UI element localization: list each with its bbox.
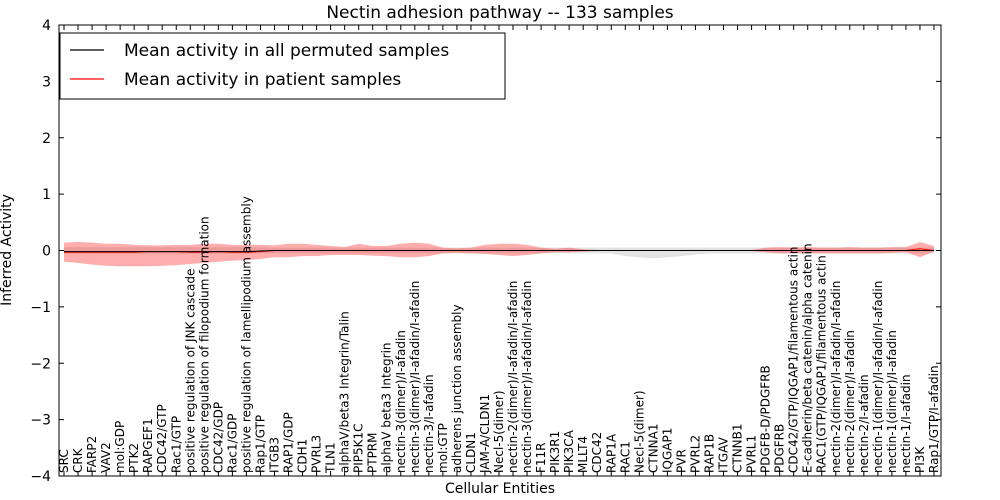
y-tick-label: −1 bbox=[30, 300, 51, 316]
x-tick-label: Rap1/GTP/I-afadin bbox=[927, 365, 941, 473]
x-tick-label: ITGB3 bbox=[267, 437, 281, 473]
x-tick-label: Necl-5(dimer) bbox=[492, 390, 506, 473]
x-tick-label: mol:GTP bbox=[436, 423, 450, 473]
x-tick-label: nectin-2(dimer)/I-afadin bbox=[843, 330, 857, 473]
x-tick-label: JAM-A/CLDN1 bbox=[478, 394, 492, 474]
x-tick-label: F11R bbox=[534, 442, 548, 473]
x-tick-label: PVR bbox=[674, 449, 688, 473]
x-tick-label: nectin-1(dimer)/I-afadin bbox=[885, 330, 899, 473]
x-tick-label: TLN1 bbox=[324, 442, 338, 474]
x-tick-label: IQGAP1 bbox=[660, 428, 674, 473]
band-permuted bbox=[64, 247, 934, 259]
x-tick-label: nectin-3(dimer)/I-afadin/I-afadin bbox=[520, 281, 534, 473]
x-tick-label: CDC42/GTP/IQGAP1/filamentous actin bbox=[787, 247, 801, 473]
x-tick-label: PVRL1 bbox=[745, 435, 759, 473]
x-tick-label: nectin-1(dimer)/I-afadin/I-afadin bbox=[871, 281, 885, 473]
x-tick-label: nectin-3/I-afadin bbox=[422, 374, 436, 473]
band-patient bbox=[64, 242, 934, 267]
legend: Mean activity in all permuted samples Me… bbox=[59, 32, 506, 100]
x-tick-label: nectin-1/I-afadin bbox=[899, 374, 913, 473]
x-tick-label: nectin-3(dimer)/I-afadin/I-afadin bbox=[408, 281, 422, 473]
y-tick-label: −3 bbox=[30, 413, 51, 429]
x-tick-label: mol:GDP bbox=[113, 421, 127, 473]
x-tick-label: nectin-2(dimer)/I-afadin/I-afadin bbox=[829, 281, 843, 473]
y-tick-label: 1 bbox=[42, 187, 51, 203]
x-axis: SRC CRK FARP2 VAV2 mol:GDP PTK2 RAPGEF1 CDC42/G… bbox=[57, 25, 941, 476]
x-tick-label: PDGFB-D/PDGFRB bbox=[759, 365, 773, 473]
x-tick-label: RAC1 bbox=[618, 441, 632, 473]
x-tick-label: positive regulation of lamellipodium ass… bbox=[239, 196, 253, 473]
x-tick-label: PIK3R1 bbox=[548, 431, 562, 473]
x-tick-label: CLDN1 bbox=[464, 432, 478, 473]
x-tick-label: CDH1 bbox=[296, 439, 310, 473]
x-tick-label: E-cadherin/beta catenin/alpha catenin bbox=[801, 243, 815, 473]
x-tick-label: RAP1/GDP bbox=[282, 412, 296, 473]
series-lines bbox=[64, 248, 935, 253]
x-tick-label: CRK bbox=[71, 447, 85, 473]
y-tick-label: −4 bbox=[30, 469, 51, 485]
x-tick-label: PTK2 bbox=[127, 443, 141, 473]
x-tick-label: alphaV beta3 Integrin bbox=[380, 342, 394, 473]
x-tick-label: PIK3CA bbox=[562, 429, 576, 473]
series-line-permuted bbox=[64, 250, 934, 253]
x-tick-label: alphaV/beta3 Integrin/Talin bbox=[338, 311, 352, 473]
y-axis-title: Inferred Activity bbox=[0, 194, 15, 306]
y-tick-label: −2 bbox=[30, 356, 51, 372]
y-axis: −4 −3 −2 −1 0 1 2 3 4 bbox=[30, 18, 941, 485]
x-tick-label: PI3K bbox=[913, 446, 927, 473]
x-tick-label: CDC42/GTP bbox=[155, 404, 169, 473]
legend-box bbox=[59, 32, 506, 100]
x-tick-label: CDC42/GDP bbox=[211, 402, 225, 473]
confidence-bands bbox=[64, 242, 934, 267]
y-tick-label: 0 bbox=[42, 244, 51, 260]
x-axis-title: Cellular Entities bbox=[445, 481, 555, 497]
x-tick-label: FARP2 bbox=[85, 436, 99, 473]
x-tick-label: Rap1/GTP bbox=[253, 415, 267, 473]
x-tick-label: nectin-2(dimer)/I-afadin/I-afadin bbox=[506, 281, 520, 473]
x-tick-label: RAPGEF1 bbox=[141, 418, 155, 473]
x-tick-label: VAV2 bbox=[99, 442, 113, 473]
legend-label-permuted: Mean activity in all permuted samples bbox=[124, 41, 449, 61]
x-tick-label: PIP5K1C bbox=[352, 423, 366, 473]
x-tick-label: nectin-3(dimer)/I-afadin bbox=[394, 330, 408, 473]
x-tick-label: Necl-5(dimer) bbox=[632, 390, 646, 473]
legend-label-patient: Mean activity in patient samples bbox=[124, 70, 401, 90]
x-tick-label: SRC bbox=[57, 449, 71, 473]
x-tick-label: positive regulation of filopodium format… bbox=[197, 216, 211, 473]
x-tick-label: RAP1B bbox=[702, 434, 716, 473]
y-tick-label: 2 bbox=[42, 131, 51, 147]
x-tick-label: CDC42 bbox=[590, 432, 604, 473]
chart-title: Nectin adhesion pathway -- 133 samples bbox=[326, 3, 673, 23]
x-tick-label: adherens junction assembly bbox=[450, 304, 464, 473]
x-tick-label: PVRL3 bbox=[310, 435, 324, 473]
x-tick-label: RAP1A bbox=[604, 433, 618, 473]
x-tick-label: MLLT4 bbox=[576, 436, 590, 473]
x-tick-label: RAC1(GTP/IQGAP1/filamentous actin bbox=[815, 255, 829, 473]
x-tick-label: PTPRM bbox=[366, 433, 380, 474]
x-tick-label: ITGAV bbox=[717, 436, 731, 473]
x-tick-label: Rac1/GTP bbox=[169, 416, 183, 473]
y-tick-label: 4 bbox=[42, 18, 51, 34]
x-tick-label: PDGFRB bbox=[773, 424, 787, 473]
x-tick-label: PVRL2 bbox=[688, 435, 702, 473]
x-tick-label: positive regulation of JNK cascade bbox=[183, 269, 197, 473]
x-tick-label: CTNNA1 bbox=[646, 423, 660, 473]
y-tick-label: 3 bbox=[42, 74, 51, 90]
x-tick-label: CTNNB1 bbox=[731, 423, 745, 473]
x-tick-label: Rac1/GDP bbox=[225, 414, 239, 473]
x-tick-label: nectin-2/I-afadin bbox=[857, 374, 871, 473]
